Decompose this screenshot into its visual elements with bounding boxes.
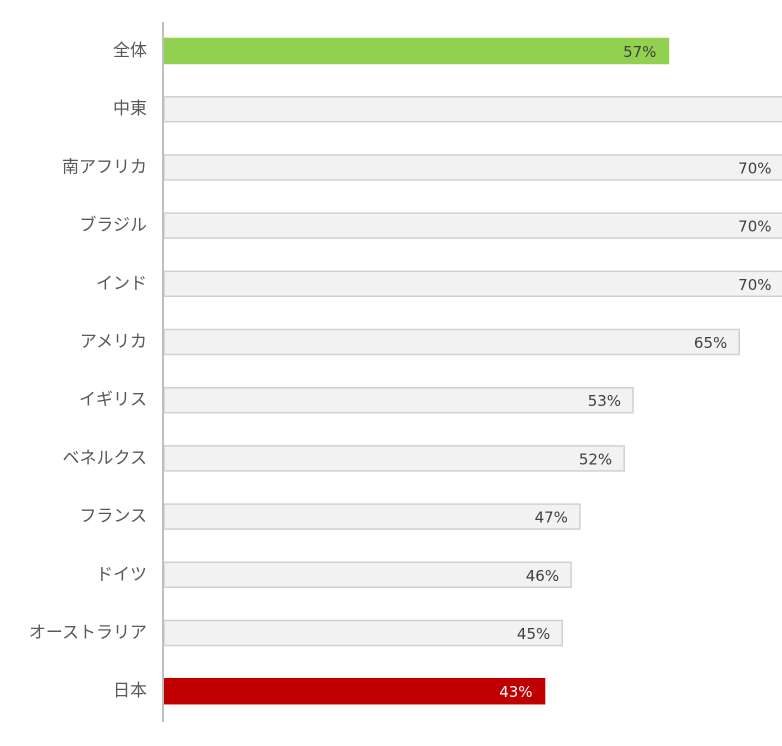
bar-10 — [163, 619, 563, 647]
bars-group — [163, 37, 782, 705]
category-label-7: ベネルクス — [63, 448, 148, 468]
category-label-2: 南アフリカ — [62, 157, 147, 177]
value-label-7: 52% — [579, 450, 612, 468]
bar-4 — [163, 270, 782, 298]
category-label-11: 日本 — [113, 681, 147, 701]
value-labels-group: 57%76%70%70%70%65%53%52%47%46%45%43% — [499, 43, 771, 701]
category-label-4: インド — [96, 274, 147, 294]
category-label-0: 全体 — [113, 41, 147, 61]
bar-6 — [163, 386, 634, 414]
value-label-8: 47% — [535, 509, 568, 527]
bar-2 — [163, 154, 782, 181]
value-label-6: 53% — [588, 392, 621, 410]
value-label-5: 65% — [694, 334, 727, 352]
bar-5 — [163, 328, 740, 356]
bar-7 — [163, 445, 625, 472]
bar-11 — [163, 677, 546, 705]
category-label-8: フランス — [79, 507, 147, 527]
value-label-2: 70% — [738, 159, 771, 177]
bar-9 — [163, 561, 572, 589]
bar-8 — [163, 503, 581, 530]
value-label-10: 45% — [517, 625, 550, 643]
bar-1 — [163, 95, 782, 123]
value-label-3: 70% — [738, 218, 771, 236]
category-label-1: 中東 — [113, 99, 147, 119]
value-label-0: 57% — [623, 43, 656, 61]
bar-0 — [163, 37, 670, 65]
category-labels-group: 全体中東南アフリカブラジルインドアメリカイギリスベネルクスフランスドイツオースト… — [29, 41, 147, 701]
value-label-4: 70% — [738, 276, 771, 294]
category-label-10: オーストラリア — [29, 623, 147, 643]
category-label-5: アメリカ — [80, 332, 147, 352]
value-label-9: 46% — [526, 567, 559, 585]
category-label-3: ブラジル — [79, 215, 147, 236]
category-label-9: ドイツ — [96, 565, 147, 585]
category-label-6: イギリス — [79, 390, 147, 410]
bar-3 — [163, 212, 782, 239]
value-label-11: 43% — [499, 683, 532, 701]
